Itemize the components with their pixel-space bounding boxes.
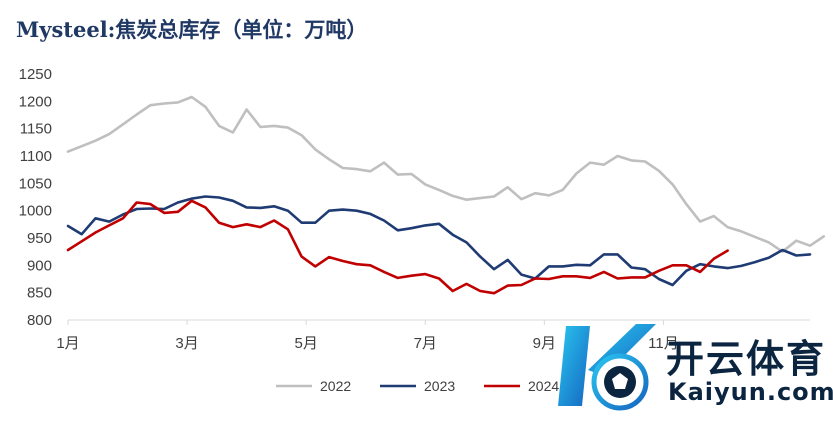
y-tick-label: 1150 xyxy=(20,121,52,138)
y-tick-label: 1250 xyxy=(19,66,52,83)
y-tick-label: 900 xyxy=(27,257,52,274)
x-tick-label: 5月 xyxy=(295,335,318,352)
watermark-brand-en: Kaiyun.com xyxy=(668,378,833,406)
legend: 2022 2023 2024 xyxy=(276,378,559,394)
y-tick-label: 850 xyxy=(27,285,52,302)
kaiyun-watermark-logo: 开云体育 Kaiyun.com xyxy=(548,318,833,418)
legend-label-2022: 2022 xyxy=(320,378,351,394)
chart-title: Mysteel:焦炭总库存（单位：万吨） xyxy=(16,17,368,42)
series-line-2024 xyxy=(66,199,729,295)
watermark-brand-cn: 开云体育 xyxy=(666,337,827,381)
x-tick-label: 11月 xyxy=(648,335,679,352)
x-axis: 1月 3月 5月 7月 9月 11月 xyxy=(56,319,810,352)
series-layer xyxy=(66,95,826,295)
y-tick-label: 1200 xyxy=(19,93,52,110)
legend-label-2023: 2023 xyxy=(424,378,455,394)
y-tick-label: 1050 xyxy=(19,175,52,192)
series-line-2022 xyxy=(66,95,826,253)
x-tick-label: 9月 xyxy=(533,335,556,352)
x-tick-label: 3月 xyxy=(175,335,198,352)
x-tick-label: 7月 xyxy=(414,335,437,352)
y-tick-label: 1100 xyxy=(20,148,52,165)
y-axis: 800 850 900 950 1000 1050 1100 1150 1200 1250 xyxy=(19,66,52,329)
y-tick-label: 950 xyxy=(27,230,52,247)
y-tick-label: 1000 xyxy=(19,203,52,220)
legend-label-2024: 2024 xyxy=(528,378,559,394)
x-tick-label: 1月 xyxy=(56,335,79,352)
kaiyun-emblem-icon xyxy=(558,324,656,411)
y-tick-label: 800 xyxy=(27,312,52,329)
series-line-2023 xyxy=(66,195,812,287)
